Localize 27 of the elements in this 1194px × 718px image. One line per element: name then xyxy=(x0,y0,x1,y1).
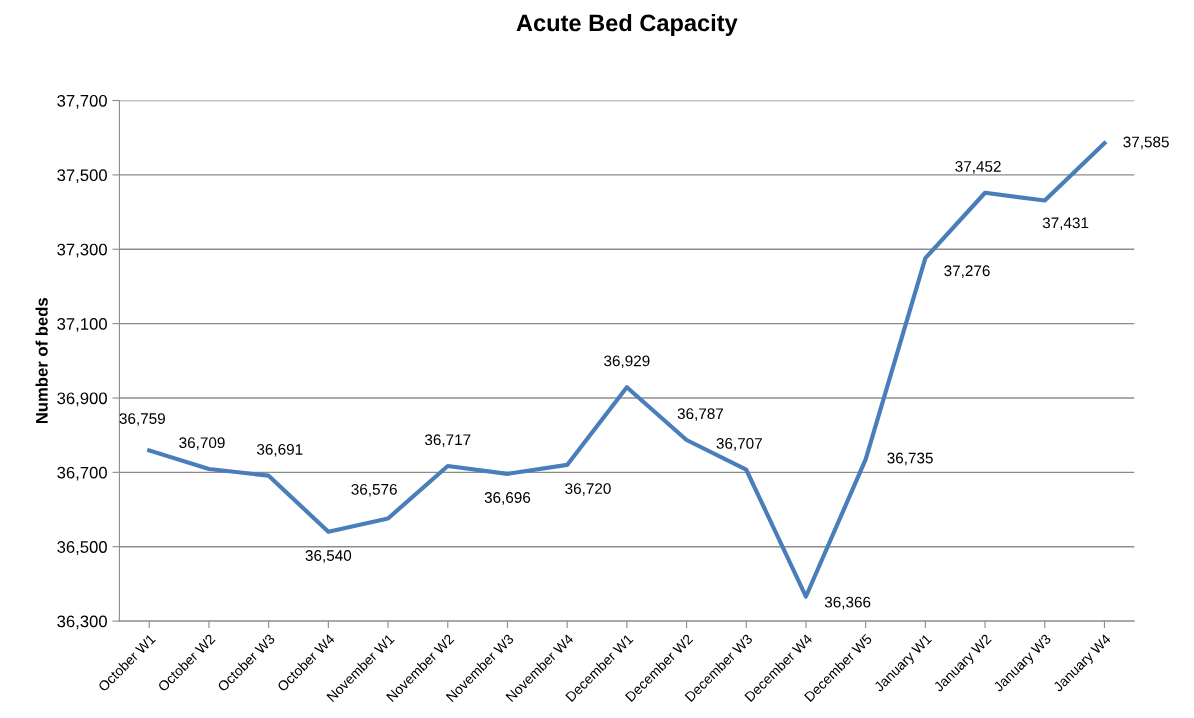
data-label: 36,707 xyxy=(716,438,762,451)
chart-title: Acute Bed Capacity xyxy=(516,13,738,36)
data-label: 36,691 xyxy=(256,443,303,457)
data-label: 36,366 xyxy=(824,596,871,610)
y-tick-label: 37,500 xyxy=(57,169,107,184)
data-label: 36,696 xyxy=(484,492,531,505)
data-label: 37,452 xyxy=(955,161,1001,174)
data-label: 37,585 xyxy=(1123,136,1169,150)
data-label: 37,431 xyxy=(1042,217,1089,231)
data-label: 36,576 xyxy=(351,483,397,497)
data-label: 36,787 xyxy=(677,408,724,421)
data-label: 36,929 xyxy=(604,355,650,369)
y-tick-label: 36,700 xyxy=(57,466,107,481)
y-axis-title: Number of beds xyxy=(35,298,48,424)
y-tick-label: 36,500 xyxy=(57,541,107,555)
y-tick-label: 37,100 xyxy=(57,318,107,332)
data-label: 36,735 xyxy=(887,452,933,466)
data-label: 36,709 xyxy=(179,437,225,450)
y-tick-label: 36,300 xyxy=(57,615,107,630)
y-tick-label: 37,700 xyxy=(57,94,107,109)
data-label: 36,540 xyxy=(305,550,352,563)
data-label: 37,276 xyxy=(944,265,990,278)
data-label: 36,717 xyxy=(424,434,471,447)
data-label: 36,720 xyxy=(565,483,611,496)
data-label: 36,759 xyxy=(119,413,165,426)
y-tick-label: 36,900 xyxy=(57,392,107,407)
y-tick-label: 37,300 xyxy=(57,243,107,258)
